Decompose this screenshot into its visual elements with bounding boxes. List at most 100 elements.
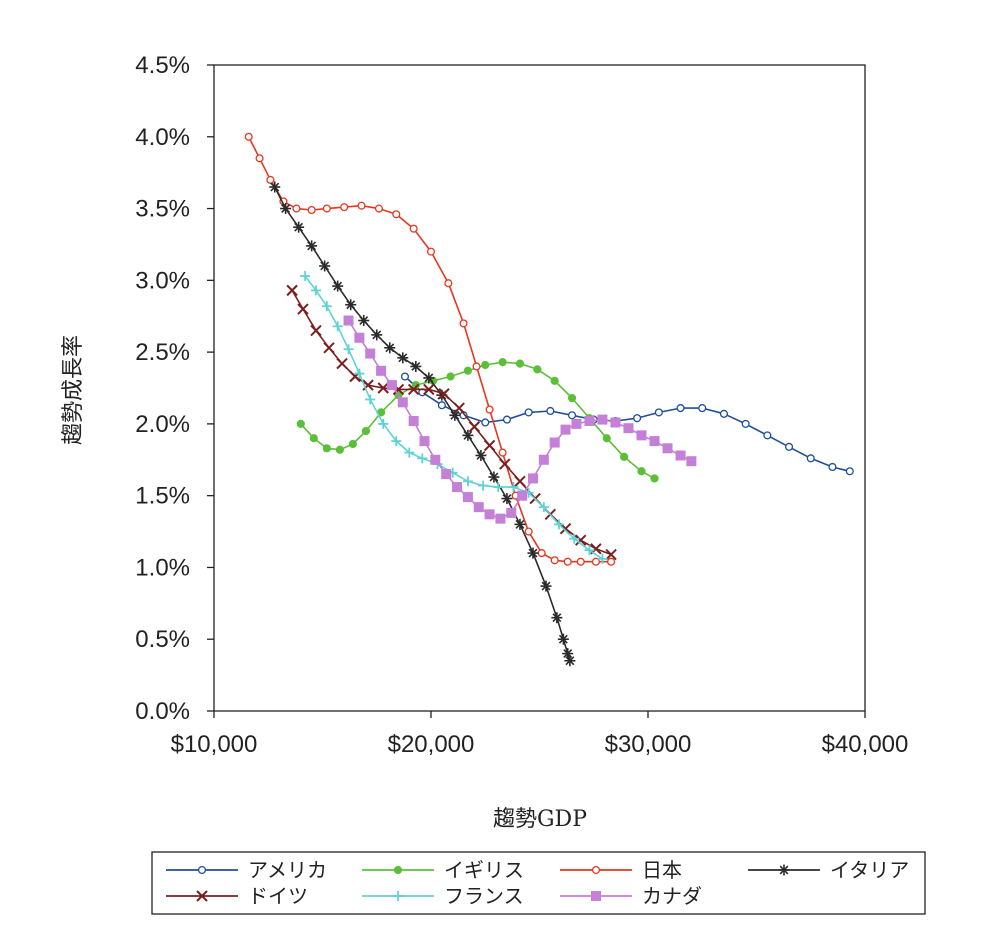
legend-label: カナダ xyxy=(642,884,702,908)
x-tick-label: $10,000 xyxy=(171,731,258,758)
data-point xyxy=(357,201,366,210)
data-point xyxy=(293,221,305,233)
data-point xyxy=(650,474,659,483)
data-point xyxy=(292,204,301,213)
data-point xyxy=(365,394,376,405)
data-point xyxy=(419,436,430,447)
data-point xyxy=(567,393,577,403)
data-point xyxy=(591,557,600,566)
legend-item: 日本 xyxy=(560,858,682,882)
data-point xyxy=(391,436,402,447)
data-point xyxy=(296,419,305,428)
data-point xyxy=(354,332,365,343)
legend-item: イタリア xyxy=(748,858,909,882)
data-point xyxy=(410,360,422,372)
data-point xyxy=(307,205,316,215)
data-point xyxy=(514,518,526,530)
data-point xyxy=(343,315,354,326)
data-point xyxy=(266,175,275,184)
data-point xyxy=(576,557,585,566)
data-point xyxy=(584,416,595,427)
plot-frame xyxy=(213,64,866,712)
data-point xyxy=(319,260,331,272)
data-point xyxy=(719,409,728,418)
data-point xyxy=(478,480,489,491)
data-point xyxy=(323,342,335,354)
data-point xyxy=(332,280,344,292)
data-point xyxy=(392,210,401,219)
data-point xyxy=(484,509,495,520)
series-7 xyxy=(343,315,697,524)
data-point xyxy=(506,507,517,518)
data-point xyxy=(409,224,418,233)
data-point xyxy=(605,548,617,561)
y-tick-label: 4.0% xyxy=(135,124,190,151)
data-point xyxy=(633,414,642,423)
data-point xyxy=(393,865,403,875)
data-point xyxy=(437,401,446,410)
data-point xyxy=(376,365,387,376)
data-point xyxy=(597,414,608,425)
data-point xyxy=(488,471,500,483)
data-point xyxy=(438,388,450,400)
data-point xyxy=(538,454,549,465)
data-point xyxy=(468,421,481,433)
y-tick-label: 2.0% xyxy=(135,411,190,438)
y-tick-label: 0.0% xyxy=(135,698,190,725)
data-point xyxy=(517,490,528,501)
data-point xyxy=(549,437,560,448)
data-point xyxy=(374,204,383,213)
data-point xyxy=(423,372,435,384)
series-line xyxy=(274,186,571,662)
data-point xyxy=(537,549,546,558)
data-point xyxy=(446,372,455,381)
data-point xyxy=(551,612,563,624)
data-point xyxy=(306,240,318,252)
data-point xyxy=(515,359,525,368)
data-point xyxy=(309,434,318,443)
y-tick-label: 1.0% xyxy=(135,554,190,581)
data-point xyxy=(610,417,621,428)
data-point xyxy=(462,476,473,487)
data-point xyxy=(806,454,815,463)
data-point xyxy=(444,279,453,288)
data-point xyxy=(269,181,281,193)
data-point xyxy=(197,865,207,875)
data-point xyxy=(426,247,436,256)
legend-label: イギリス xyxy=(444,858,524,882)
legend-item: イギリス xyxy=(362,858,524,882)
data-point xyxy=(584,545,595,556)
legend-label: アメリカ xyxy=(248,858,327,882)
x-axis: $10,000 $20,000 $30,000 $40,000 xyxy=(171,711,908,758)
series-3 xyxy=(244,132,616,566)
data-point xyxy=(335,445,344,454)
data-point xyxy=(473,502,484,513)
data-point xyxy=(649,436,660,447)
data-point xyxy=(493,482,504,493)
data-point xyxy=(637,467,646,476)
legend-label: フランス xyxy=(444,884,524,908)
data-point xyxy=(397,397,408,408)
data-point xyxy=(441,469,452,480)
data-point xyxy=(400,372,410,381)
data-point xyxy=(321,301,332,312)
data-point xyxy=(365,348,376,359)
data-point xyxy=(459,319,468,328)
data-point xyxy=(567,411,577,420)
series-line xyxy=(404,375,850,473)
y-tick-label: 3.5% xyxy=(135,196,190,223)
data-point xyxy=(343,344,354,355)
data-point xyxy=(845,467,854,476)
data-point xyxy=(560,424,571,435)
data-point xyxy=(481,360,490,370)
y-axis-title: 趨勢成長率 xyxy=(61,335,86,445)
data-point xyxy=(452,482,463,493)
data-point xyxy=(698,404,707,413)
data-point xyxy=(286,284,298,297)
y-tick-label: 0.5% xyxy=(135,626,190,653)
data-point xyxy=(322,204,331,213)
y-tick-label: 2.5% xyxy=(135,339,190,366)
data-point xyxy=(662,443,673,454)
data-point xyxy=(546,406,555,416)
